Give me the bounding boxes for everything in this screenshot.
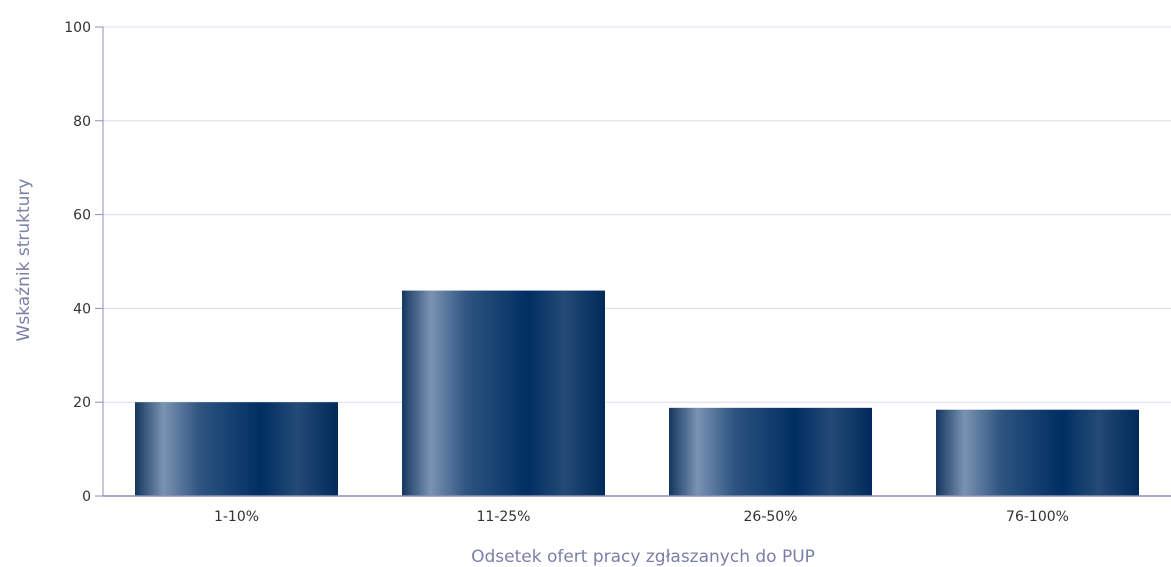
y-axis-title: Wskaźnik struktury xyxy=(14,179,34,342)
y-tick-label: 20 xyxy=(73,395,91,411)
bar xyxy=(669,407,872,496)
bar xyxy=(135,402,338,496)
x-tick-label: 76-100% xyxy=(1006,509,1069,525)
y-tick-label: 60 xyxy=(73,208,91,224)
y-tick-label: 0 xyxy=(82,489,91,505)
y-tick-label: 40 xyxy=(73,301,91,317)
x-axis-title: Odsetek ofert pracy zgłaszanych do PUP xyxy=(471,547,815,567)
x-tick-labels: 1-10% 11-25% 26-50% 76-100% xyxy=(214,509,1069,525)
x-tick-label: 1-10% xyxy=(214,509,259,525)
y-tick-label: 80 xyxy=(73,114,91,130)
bars xyxy=(135,290,1139,496)
x-tick-label: 11-25% xyxy=(477,509,531,525)
gridlines xyxy=(103,26,1171,403)
y-tick-labels: 0 20 40 60 80 100 xyxy=(64,20,91,505)
x-tick-label: 26-50% xyxy=(744,509,798,525)
bar xyxy=(402,290,605,496)
bar xyxy=(936,409,1139,496)
y-tick-label: 100 xyxy=(64,20,91,36)
axes xyxy=(95,26,1171,497)
